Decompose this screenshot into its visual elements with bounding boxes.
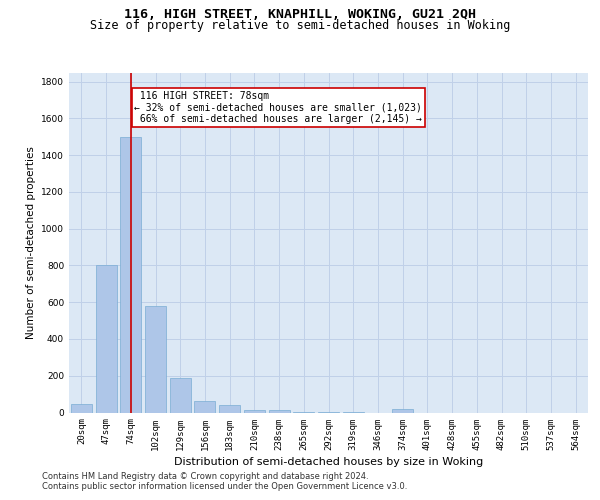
Bar xyxy=(244,410,265,412)
Text: Size of property relative to semi-detached houses in Woking: Size of property relative to semi-detach… xyxy=(90,18,510,32)
Text: Contains public sector information licensed under the Open Government Licence v3: Contains public sector information licen… xyxy=(42,482,407,491)
Bar xyxy=(120,137,141,412)
Bar xyxy=(95,266,116,412)
Y-axis label: Number of semi-detached properties: Number of semi-detached properties xyxy=(26,146,35,339)
Bar xyxy=(194,402,215,412)
Text: 116, HIGH STREET, KNAPHILL, WOKING, GU21 2QH: 116, HIGH STREET, KNAPHILL, WOKING, GU21… xyxy=(124,8,476,20)
Text: 116 HIGH STREET: 78sqm
← 32% of semi-detached houses are smaller (1,023)
 66% of: 116 HIGH STREET: 78sqm ← 32% of semi-det… xyxy=(134,91,422,124)
Text: Contains HM Land Registry data © Crown copyright and database right 2024.: Contains HM Land Registry data © Crown c… xyxy=(42,472,368,481)
Bar xyxy=(269,410,290,412)
Bar xyxy=(170,378,191,412)
Bar xyxy=(219,405,240,412)
Bar xyxy=(392,409,413,412)
Bar xyxy=(71,404,92,412)
X-axis label: Distribution of semi-detached houses by size in Woking: Distribution of semi-detached houses by … xyxy=(174,456,483,466)
Bar xyxy=(145,306,166,412)
